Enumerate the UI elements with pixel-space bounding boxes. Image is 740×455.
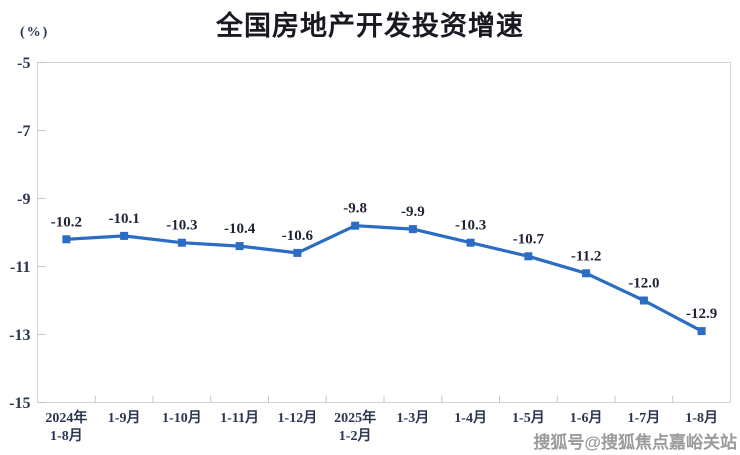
data-point-label: -12.0 bbox=[628, 276, 659, 292]
x-axis-category-label: 1-5月 bbox=[512, 410, 545, 426]
plot-border bbox=[37, 62, 731, 403]
x-axis-category-label: 1-6月 bbox=[570, 410, 603, 426]
data-point-marker bbox=[351, 221, 360, 230]
data-point-marker bbox=[639, 296, 648, 305]
x-axis-category-label: 1-3月 bbox=[397, 410, 430, 426]
data-point-marker bbox=[582, 269, 591, 278]
y-axis-tick-label: -15 bbox=[9, 395, 30, 412]
y-axis-tick-label: -13 bbox=[9, 327, 30, 344]
data-point-label: -10.7 bbox=[513, 231, 545, 247]
x-axis-category-label: 2025年 1-2月 bbox=[334, 409, 376, 444]
x-axis-category-label: 1-7月 bbox=[628, 410, 661, 426]
data-point-label: -12.9 bbox=[686, 306, 717, 322]
data-point-marker bbox=[697, 327, 706, 336]
x-axis-category-label: 1-10月 bbox=[162, 410, 202, 426]
x-axis-category-label: 1-8月 bbox=[685, 410, 718, 426]
y-axis-tick-label: -7 bbox=[17, 123, 30, 140]
data-series-line bbox=[64, 224, 704, 333]
chart-title: 全国房地产开发投资增速 bbox=[216, 11, 524, 41]
data-point-label: -10.3 bbox=[166, 218, 197, 234]
x-axis-category-label: 2024年 1-8月 bbox=[45, 409, 87, 444]
data-point-marker bbox=[293, 248, 302, 257]
x-axis-category-label: 1-9月 bbox=[108, 410, 141, 426]
x-axis-category-label: 1-11月 bbox=[220, 410, 259, 426]
data-point-marker bbox=[235, 242, 244, 251]
data-point-marker bbox=[466, 238, 475, 247]
data-point-label: -10.4 bbox=[224, 221, 256, 237]
y-axis-tick-label: -9 bbox=[17, 191, 30, 208]
y-axis-tick-label: -11 bbox=[10, 259, 30, 276]
data-point-marker bbox=[408, 225, 417, 234]
x-axis-category-label: 1-4月 bbox=[454, 410, 487, 426]
data-point-label: -11.2 bbox=[571, 248, 601, 264]
x-axis-category-label: 1-12月 bbox=[278, 410, 318, 426]
data-point-label: -9.8 bbox=[343, 201, 367, 217]
data-point-label: -10.2 bbox=[51, 214, 82, 230]
y-axis-tick-label: -5 bbox=[17, 55, 30, 72]
y-axis-unit-label: (%) bbox=[20, 25, 50, 40]
data-point-label: -10.1 bbox=[109, 211, 140, 227]
data-point-marker bbox=[177, 238, 186, 247]
data-point-label: -10.6 bbox=[282, 228, 314, 244]
data-point-marker bbox=[524, 252, 533, 261]
data-point-marker bbox=[120, 231, 129, 240]
watermark: 搜狐号@搜狐焦点嘉峪关站 bbox=[533, 433, 737, 452]
data-point-label: -10.3 bbox=[455, 218, 486, 234]
data-point-marker bbox=[62, 235, 71, 244]
data-point-label: -9.9 bbox=[401, 204, 425, 220]
